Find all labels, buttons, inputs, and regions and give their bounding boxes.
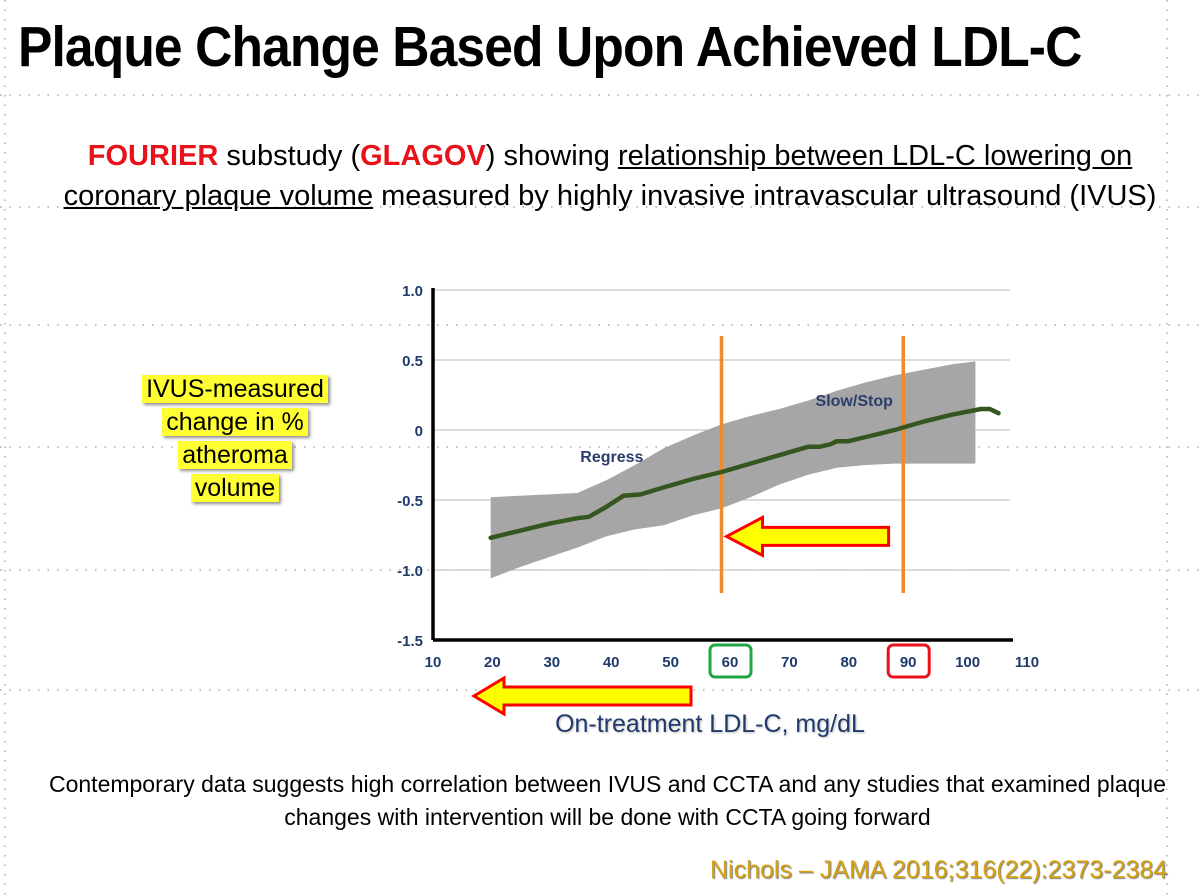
series-line	[488, 406, 1001, 541]
glagov-label: GLAGOV	[360, 140, 486, 172]
x-tick-label: 90	[900, 654, 917, 671]
x-tick-label: 30	[543, 654, 560, 671]
y-tick-label: -0.5	[397, 493, 423, 510]
y-label-line: volume	[190, 474, 280, 502]
subtitle-text-2: ) showing	[485, 140, 618, 172]
y-tick-label: 0	[415, 423, 423, 440]
x-tick-label: 70	[781, 654, 798, 671]
region-annotation: Slow/Stop	[816, 393, 894, 410]
citation: Nichols – JAMA 2016;316(22):2373-2384	[710, 856, 1168, 884]
x-tick-label: 80	[840, 654, 857, 671]
region-annotation: Regress	[580, 449, 643, 466]
y-label-line: change in %	[162, 408, 308, 436]
y-tick-label: -1.0	[397, 563, 423, 580]
y-tick-label: 0.5	[402, 353, 423, 370]
y-label-line: IVUS-measured	[142, 375, 328, 403]
subtitle-text-3: measured by highly invasive intravascula…	[373, 180, 1157, 212]
fourier-label: FOURIER	[87, 140, 219, 172]
x-tick-label: 110	[1015, 654, 1039, 671]
y-label-line: atheroma	[178, 441, 292, 469]
x-tick-label: 20	[484, 654, 501, 671]
x-tick-label: 10	[425, 654, 442, 671]
y-tick-label: 1.0	[402, 283, 423, 300]
slide-subtitle: FOURIER substudy (GLAGOV) showing relati…	[60, 136, 1160, 216]
x-tick-label: 60	[722, 654, 739, 671]
x-axis-label: On-treatment LDL-C, mg/dL	[555, 710, 865, 738]
subtitle-text-1: substudy (	[218, 140, 361, 172]
chart-left-arrow	[723, 514, 891, 558]
subtitle-underlined: relationship between LDL-C lowering on c…	[63, 140, 1133, 212]
highlighted-tick-box	[886, 643, 931, 679]
y-axis-label: IVUS-measured change in % atheroma volum…	[130, 373, 340, 505]
footer-note: Contemporary data suggests high correlat…	[48, 771, 1167, 830]
x-tick-label: 40	[603, 654, 620, 671]
slide-title: Plaque Change Based Upon Achieved LDL-C	[18, 15, 1082, 79]
x-tick-label: 50	[662, 654, 679, 671]
y-tick-label: -1.5	[397, 633, 423, 650]
x-tick-label: 100	[955, 654, 980, 671]
highlighted-tick-box	[708, 643, 753, 679]
axis-left-arrow	[471, 675, 693, 717]
